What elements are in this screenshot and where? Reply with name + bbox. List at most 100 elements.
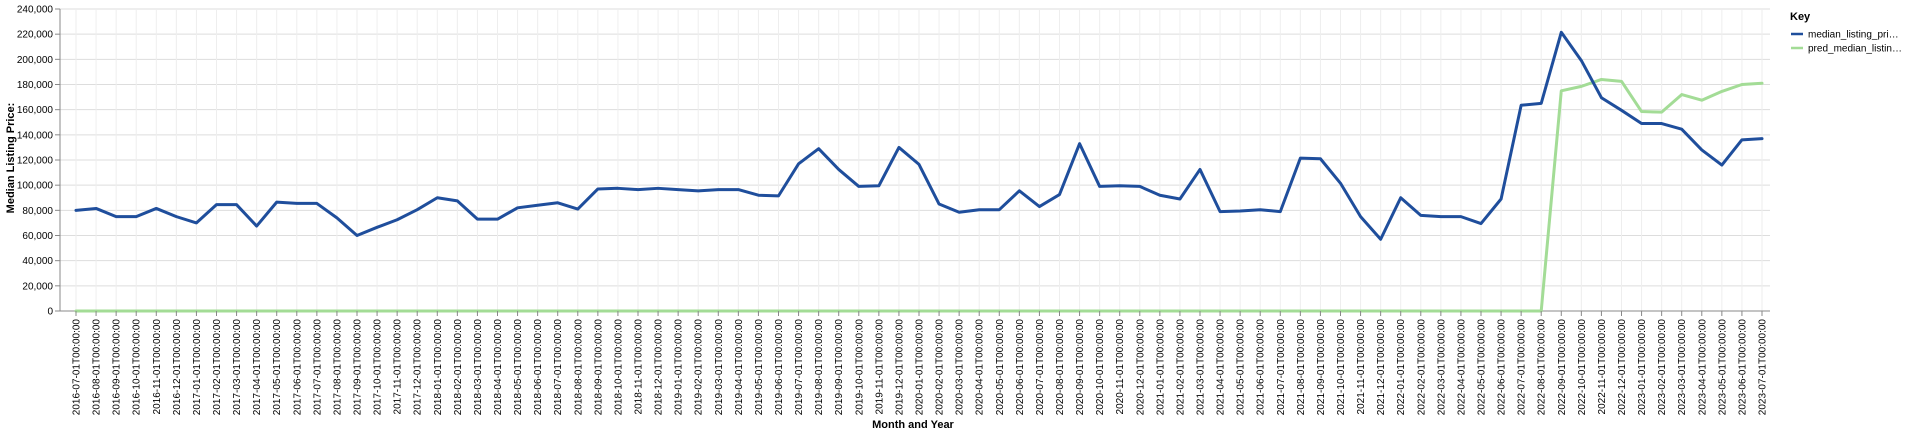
x-tick-label: 2021-09-01T00:00:00 — [1316, 319, 1327, 416]
x-tick-label: 2020-01-01T00:00:00 — [915, 319, 926, 416]
x-tick-label: 2019-04-01T00:00:00 — [734, 319, 745, 416]
x-tick-label: 2020-07-01T00:00:00 — [1035, 319, 1046, 416]
x-tick-label: 2017-10-01T00:00:00 — [373, 319, 384, 416]
x-tick-label: 2021-11-01T00:00:00 — [1356, 319, 1367, 415]
x-tick-label: 2017-08-01T00:00:00 — [332, 319, 343, 416]
x-tick-label: 2018-06-01T00:00:00 — [533, 319, 544, 416]
x-tick-label: 2018-09-01T00:00:00 — [593, 319, 604, 416]
x-tick-label: 2019-05-01T00:00:00 — [754, 319, 765, 416]
x-tick-label: 2022-07-01T00:00:00 — [1517, 319, 1528, 416]
x-tick-label: 2017-09-01T00:00:00 — [353, 319, 364, 416]
x-tick-label: 2019-01-01T00:00:00 — [674, 319, 685, 416]
x-tick-label: 2023-04-01T00:00:00 — [1697, 319, 1708, 416]
x-tick-label: 2018-04-01T00:00:00 — [493, 319, 504, 416]
x-tick-label: 2018-05-01T00:00:00 — [513, 319, 524, 416]
x-tick-label: 2018-02-01T00:00:00 — [453, 319, 464, 416]
x-tick-label: 2018-10-01T00:00:00 — [613, 319, 624, 416]
x-tick-label: 2022-04-01T00:00:00 — [1456, 319, 1467, 416]
x-tick-label: 2017-01-01T00:00:00 — [192, 319, 203, 416]
x-tick-label: 2021-07-01T00:00:00 — [1276, 319, 1287, 416]
y-tick-label: 0 — [47, 307, 53, 318]
x-tick-label: 2022-02-01T00:00:00 — [1416, 319, 1427, 416]
legend: Key median_listing_pri… pred_median_listi… — [1790, 11, 1902, 55]
x-tick-label: 2019-03-01T00:00:00 — [714, 319, 725, 416]
x-tick-label: 2020-09-01T00:00:00 — [1075, 319, 1086, 416]
x-tick-label: 2019-07-01T00:00:00 — [794, 319, 805, 416]
x-tick-label: 2018-03-01T00:00:00 — [473, 319, 484, 416]
x-tick-label: 2019-11-01T00:00:00 — [874, 319, 885, 415]
x-tick-label: 2020-03-01T00:00:00 — [955, 319, 966, 416]
x-tick-label: 2021-03-01T00:00:00 — [1196, 319, 1207, 416]
x-tick-label: 2017-07-01T00:00:00 — [312, 319, 323, 416]
y-tick-label: 40,000 — [22, 256, 53, 267]
x-tick-label: 2022-06-01T00:00:00 — [1497, 319, 1508, 416]
legend-label: median_listing_pri… — [1808, 30, 1899, 41]
x-tick-label: 2021-05-01T00:00:00 — [1236, 319, 1247, 416]
x-tick-label: 2016-12-01T00:00:00 — [172, 319, 183, 416]
x-tick-label: 2016-10-01T00:00:00 — [132, 319, 143, 416]
x-tick-label: 2016-08-01T00:00:00 — [92, 319, 103, 416]
x-tick-label: 2022-03-01T00:00:00 — [1436, 319, 1447, 416]
x-tick-label: 2019-02-01T00:00:00 — [694, 319, 705, 416]
legend-label: pred_median_listin… — [1808, 44, 1902, 55]
x-tick-label: 2017-05-01T00:00:00 — [272, 319, 283, 416]
y-tick-label: 220,000 — [17, 30, 54, 41]
x-tick-label: 2019-08-01T00:00:00 — [814, 319, 825, 416]
y-tick-label: 180,000 — [17, 80, 54, 91]
x-tick-label: 2019-09-01T00:00:00 — [834, 319, 845, 416]
x-tick-label: 2021-02-01T00:00:00 — [1175, 319, 1186, 416]
x-tick-label: 2021-08-01T00:00:00 — [1296, 319, 1307, 416]
x-tick-label: 2020-08-01T00:00:00 — [1055, 319, 1066, 416]
x-tick-label: 2016-09-01T00:00:00 — [112, 319, 123, 416]
y-tick-label: 80,000 — [22, 206, 53, 217]
x-tick-label: 2018-11-01T00:00:00 — [634, 319, 645, 415]
x-tick-label: 2022-11-01T00:00:00 — [1597, 319, 1608, 415]
y-tick-label: 60,000 — [22, 231, 53, 242]
x-tick-label: 2019-12-01T00:00:00 — [894, 319, 905, 416]
x-tick-label: 2017-04-01T00:00:00 — [252, 319, 263, 416]
x-tick-label: 2023-03-01T00:00:00 — [1677, 319, 1688, 416]
y-tick-label: 120,000 — [17, 156, 54, 167]
y-tick-label: 240,000 — [17, 5, 54, 16]
x-tick-label: 2022-01-01T00:00:00 — [1396, 319, 1407, 416]
x-tick-label: 2021-01-01T00:00:00 — [1155, 319, 1166, 416]
legend-title: Key — [1790, 11, 1811, 23]
x-tick-label: 2017-02-01T00:00:00 — [212, 319, 223, 416]
x-tick-label: 2020-02-01T00:00:00 — [935, 319, 946, 416]
y-tick-label: 160,000 — [17, 105, 54, 116]
x-tick-label: 2018-01-01T00:00:00 — [433, 319, 444, 416]
x-axis-title: Month and Year — [872, 419, 954, 431]
y-tick-label: 20,000 — [22, 281, 53, 292]
y-tick-label: 140,000 — [17, 130, 54, 141]
x-tick-label: 2021-06-01T00:00:00 — [1256, 319, 1267, 416]
x-tick-label: 2022-08-01T00:00:00 — [1537, 319, 1548, 416]
y-axis-title: Median Listing Price: — [5, 103, 17, 214]
x-tick-label: 2022-10-01T00:00:00 — [1577, 319, 1588, 416]
x-tick-label: 2018-12-01T00:00:00 — [654, 319, 665, 416]
x-tick-label: 2020-10-01T00:00:00 — [1095, 319, 1106, 416]
x-tick-label: 2021-10-01T00:00:00 — [1336, 319, 1347, 416]
x-tick-label: 2019-06-01T00:00:00 — [774, 319, 785, 416]
x-tick-label: 2020-12-01T00:00:00 — [1135, 319, 1146, 416]
x-tick-label: 2017-06-01T00:00:00 — [292, 319, 303, 416]
y-axis-ticks: 0 20,000 40,000 60,000 80,000 100,000 120,000 1… — [17, 5, 60, 318]
x-tick-label: 2020-11-01T00:00:00 — [1115, 319, 1126, 415]
x-tick-label: 2020-05-01T00:00:00 — [995, 319, 1006, 416]
x-tick-label: 2018-07-01T00:00:00 — [553, 319, 564, 416]
y-tick-label: 200,000 — [17, 55, 54, 66]
x-tick-label: 2020-04-01T00:00:00 — [975, 319, 986, 416]
x-tick-label: 2021-04-01T00:00:00 — [1216, 319, 1227, 416]
x-tick-label: 2022-09-01T00:00:00 — [1557, 319, 1568, 416]
x-tick-label: 2021-12-01T00:00:00 — [1376, 319, 1387, 416]
x-tick-label: 2023-01-01T00:00:00 — [1637, 319, 1648, 416]
x-tick-label: 2017-03-01T00:00:00 — [232, 319, 243, 416]
x-axis-ticks: 2016-07-01T00:00:00 2016-08-01T00:00:00 20… — [72, 311, 1769, 415]
x-tick-label: 2020-06-01T00:00:00 — [1015, 319, 1026, 416]
x-tick-label: 2022-12-01T00:00:00 — [1617, 319, 1628, 416]
x-tick-label: 2022-05-01T00:00:00 — [1477, 319, 1488, 416]
x-tick-label: 2016-07-01T00:00:00 — [72, 319, 83, 416]
x-tick-label: 2023-06-01T00:00:00 — [1737, 319, 1748, 416]
x-tick-label: 2023-05-01T00:00:00 — [1717, 319, 1728, 416]
x-tick-label: 2019-10-01T00:00:00 — [854, 319, 865, 416]
